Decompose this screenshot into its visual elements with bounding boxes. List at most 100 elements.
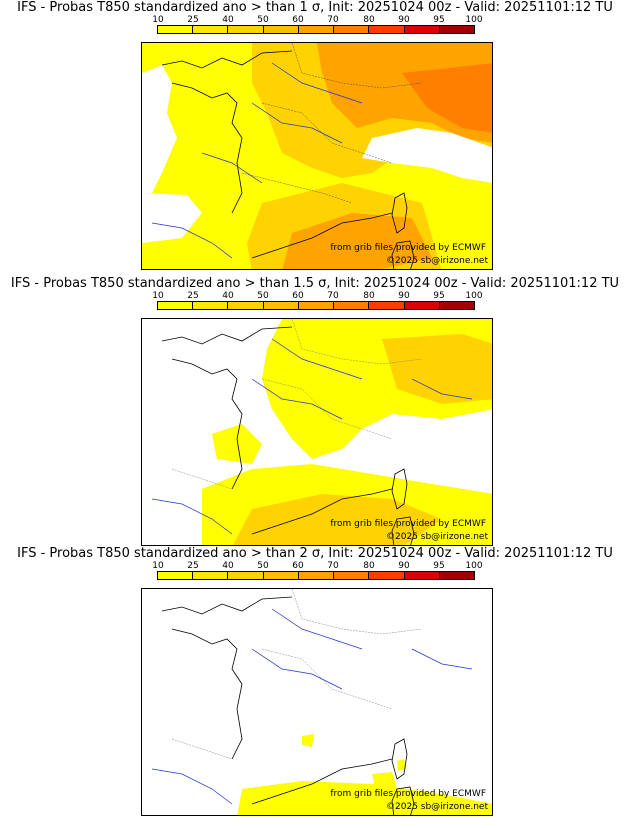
colorbar-label: 70 — [327, 15, 339, 25]
colorbar-segment — [228, 26, 264, 33]
colorbar-segment — [369, 26, 405, 33]
river — [151, 768, 233, 805]
map-graphic — [151, 589, 492, 815]
colorbar-segment — [263, 572, 299, 579]
colorbar-segment — [404, 302, 440, 309]
probability-map: from grib files provided by ECMWF ©2025 … — [141, 318, 493, 546]
sardinia-outline — [391, 240, 415, 269]
prob-zone-10-sardinia — [397, 759, 406, 771]
forecast-panel-1sigma: IFS - Probas T850 standardized ano > tha… — [0, 0, 630, 272]
colorbar-label: 95 — [433, 15, 445, 25]
source-credit: from grib files provided by ECMWF — [330, 519, 486, 529]
colorbar-label: 95 — [433, 291, 445, 301]
river — [151, 498, 233, 535]
colorbar-label: 60 — [292, 291, 304, 301]
coastline — [161, 50, 293, 69]
colorbar-segment — [334, 302, 370, 309]
colorbar-segment — [193, 26, 229, 33]
colorbar-segment — [263, 302, 299, 309]
colorbar-label: 10 — [152, 15, 164, 25]
probability-map: from grib files provided by ECMWF ©2025 … — [141, 42, 493, 270]
map-graphic — [142, 43, 492, 269]
colorbar-segment — [158, 572, 194, 579]
river — [201, 152, 263, 184]
colorbar-segment — [369, 302, 405, 309]
colorbar-label: 40 — [222, 561, 234, 571]
prob-zone-10-south — [237, 781, 492, 815]
river — [251, 648, 343, 690]
corsica-outline — [391, 192, 408, 234]
colorbar-label: 25 — [187, 561, 199, 571]
border-line — [241, 172, 353, 204]
colorbar-label: 100 — [465, 15, 483, 25]
panel-title: IFS - Probas T850 standardized ano > tha… — [17, 546, 613, 561]
source-credit: from grib files provided by ECMWF — [330, 243, 486, 253]
colorbar-label: 60 — [292, 15, 304, 25]
border-line — [291, 319, 423, 365]
panel-title: IFS - Probas T850 standardized ano > tha… — [10, 276, 620, 291]
colorbar-label: 80 — [363, 561, 375, 571]
colorbar-label: 80 — [363, 15, 375, 25]
colorbar-label: 90 — [398, 561, 410, 571]
colorbar-segment — [263, 26, 299, 33]
colorbar-label: 25 — [187, 15, 199, 25]
colorbar-segment — [439, 572, 474, 579]
border-line — [171, 738, 233, 760]
river — [251, 378, 343, 420]
forecast-panel-1-5sigma: IFS - Probas T850 standardized ano > tha… — [0, 276, 630, 548]
prob-zone-10-west — [212, 424, 262, 464]
probability-map: from grib files provided by ECMWF ©2025 … — [141, 588, 493, 816]
colorbar — [157, 301, 475, 310]
border-line — [261, 378, 393, 440]
colorbar-label: 90 — [398, 291, 410, 301]
colorbar-segment — [298, 572, 335, 579]
colorbar-labels: 10 25 40 50 60 70 80 90 95 100 — [152, 15, 482, 25]
colorbar-segment — [439, 302, 474, 309]
river — [151, 222, 233, 259]
copyright-credit: ©2025 sb@irizone.net — [386, 256, 488, 266]
colorbar-label: 10 — [152, 561, 164, 571]
colorbar-label: 100 — [465, 561, 483, 571]
colorbar-segment — [228, 302, 264, 309]
colorbar-segment — [193, 302, 229, 309]
colorbar-segment — [404, 572, 440, 579]
map-graphic — [151, 319, 492, 545]
coastline — [171, 358, 243, 490]
colorbar-segment — [334, 572, 370, 579]
border-line — [291, 589, 423, 635]
colorbar-segment — [193, 572, 229, 579]
panel-title: IFS - Probas T850 standardized ano > tha… — [17, 0, 613, 15]
border-line — [261, 648, 393, 710]
river — [411, 378, 473, 400]
colorbar-labels: 10 25 40 50 60 70 80 90 95 100 — [152, 291, 482, 301]
colorbar-label: 10 — [152, 291, 164, 301]
coastline — [251, 758, 393, 805]
colorbar-label: 40 — [222, 15, 234, 25]
colorbar-label: 70 — [327, 561, 339, 571]
border-line — [291, 43, 423, 89]
sardinia-outline — [391, 786, 415, 815]
river — [271, 608, 363, 650]
colorbar-segment — [298, 302, 335, 309]
colorbar-label: 50 — [257, 291, 269, 301]
colorbar — [157, 25, 475, 34]
copyright-credit: ©2025 sb@irizone.net — [386, 802, 488, 812]
corsica-outline — [391, 738, 408, 780]
coastline — [171, 628, 243, 760]
coastline — [251, 212, 393, 259]
source-credit: from grib files provided by ECMWF — [330, 789, 486, 799]
prob-zone-25-south — [233, 494, 442, 545]
coastline — [161, 596, 293, 615]
colorbar-label: 40 — [222, 291, 234, 301]
atlantic-low-zone — [142, 65, 177, 193]
sardinia-outline — [391, 516, 415, 545]
border-line — [171, 468, 233, 490]
colorbar-segment — [158, 302, 194, 309]
colorbar-label: 100 — [465, 291, 483, 301]
colorbar-segment — [228, 572, 264, 579]
colorbar-label: 50 — [257, 15, 269, 25]
colorbar-label: 95 — [433, 561, 445, 571]
prob-zone-10-corsica — [372, 772, 397, 794]
prob-zone-25 — [382, 334, 492, 404]
colorbar-segment — [439, 26, 474, 33]
